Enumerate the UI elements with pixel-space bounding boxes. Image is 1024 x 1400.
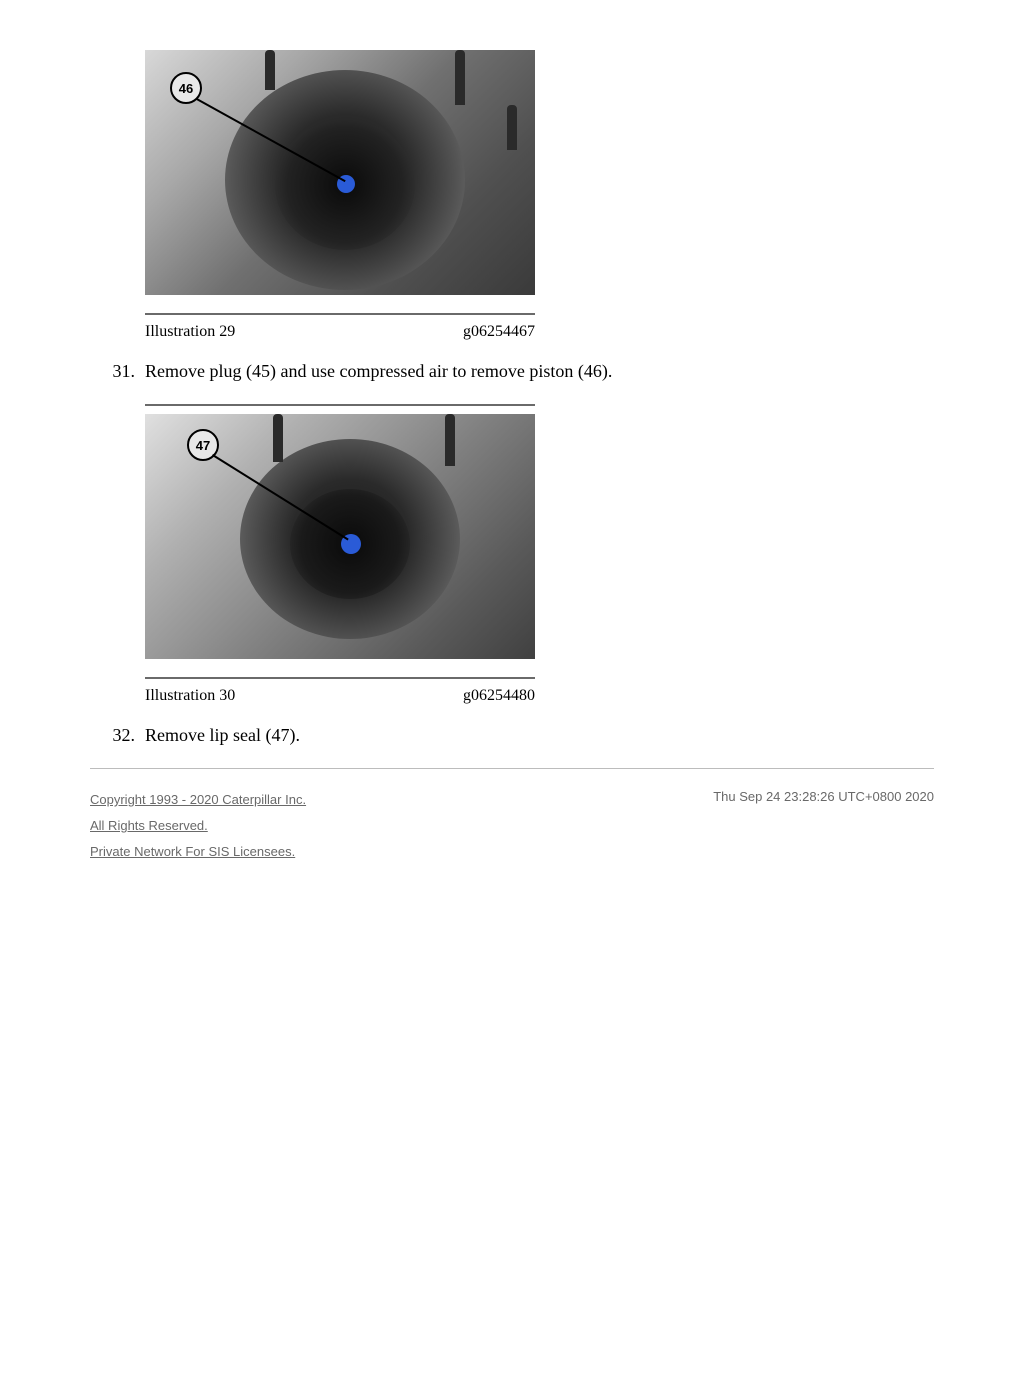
copyright-link[interactable]: Copyright 1993 - 2020 Caterpillar Inc.: [90, 787, 306, 813]
caption-rule: [145, 313, 535, 315]
illustration-label: Illustration 30: [145, 687, 235, 705]
step-31-text: Remove plug (45) and use compressed air …: [145, 361, 934, 382]
figure-30-caption: Illustration 30 g06254480: [145, 687, 535, 705]
step-32-number: 32.: [90, 725, 145, 746]
figure-29-block: 46 Illustration 29 g06254467: [145, 50, 934, 341]
footer-left: Copyright 1993 - 2020 Caterpillar Inc. A…: [90, 787, 306, 865]
illustration-label: Illustration 29: [145, 323, 235, 341]
page-footer: Copyright 1993 - 2020 Caterpillar Inc. A…: [90, 787, 934, 865]
callout-46-number: 46: [179, 81, 193, 96]
figure-29-caption: Illustration 29 g06254467: [145, 323, 535, 341]
rights-link[interactable]: All Rights Reserved.: [90, 813, 306, 839]
figure-30-block: 47 Illustration 30 g06254480: [145, 404, 934, 705]
footer-timestamp: Thu Sep 24 23:28:26 UTC+0800 2020: [713, 787, 934, 865]
illustration-30-photo: 47: [145, 414, 535, 659]
callout-47-number: 47: [196, 438, 210, 453]
step-31: 31. Remove plug (45) and use compressed …: [90, 361, 934, 382]
step-32: 32. Remove lip seal (47).: [90, 725, 934, 746]
image-code: g06254480: [463, 687, 535, 705]
caption-rule: [145, 677, 535, 679]
document-page: 46 Illustration 29 g06254467 31. Remove …: [0, 0, 1024, 905]
step-31-number: 31.: [90, 361, 145, 382]
illustration-29-photo: 46: [145, 50, 535, 295]
step-32-text: Remove lip seal (47).: [145, 725, 934, 746]
image-code: g06254467: [463, 323, 535, 341]
footer-rule: [90, 768, 934, 769]
network-link[interactable]: Private Network For SIS Licensees.: [90, 839, 306, 865]
caption-rule-top: [145, 404, 535, 406]
